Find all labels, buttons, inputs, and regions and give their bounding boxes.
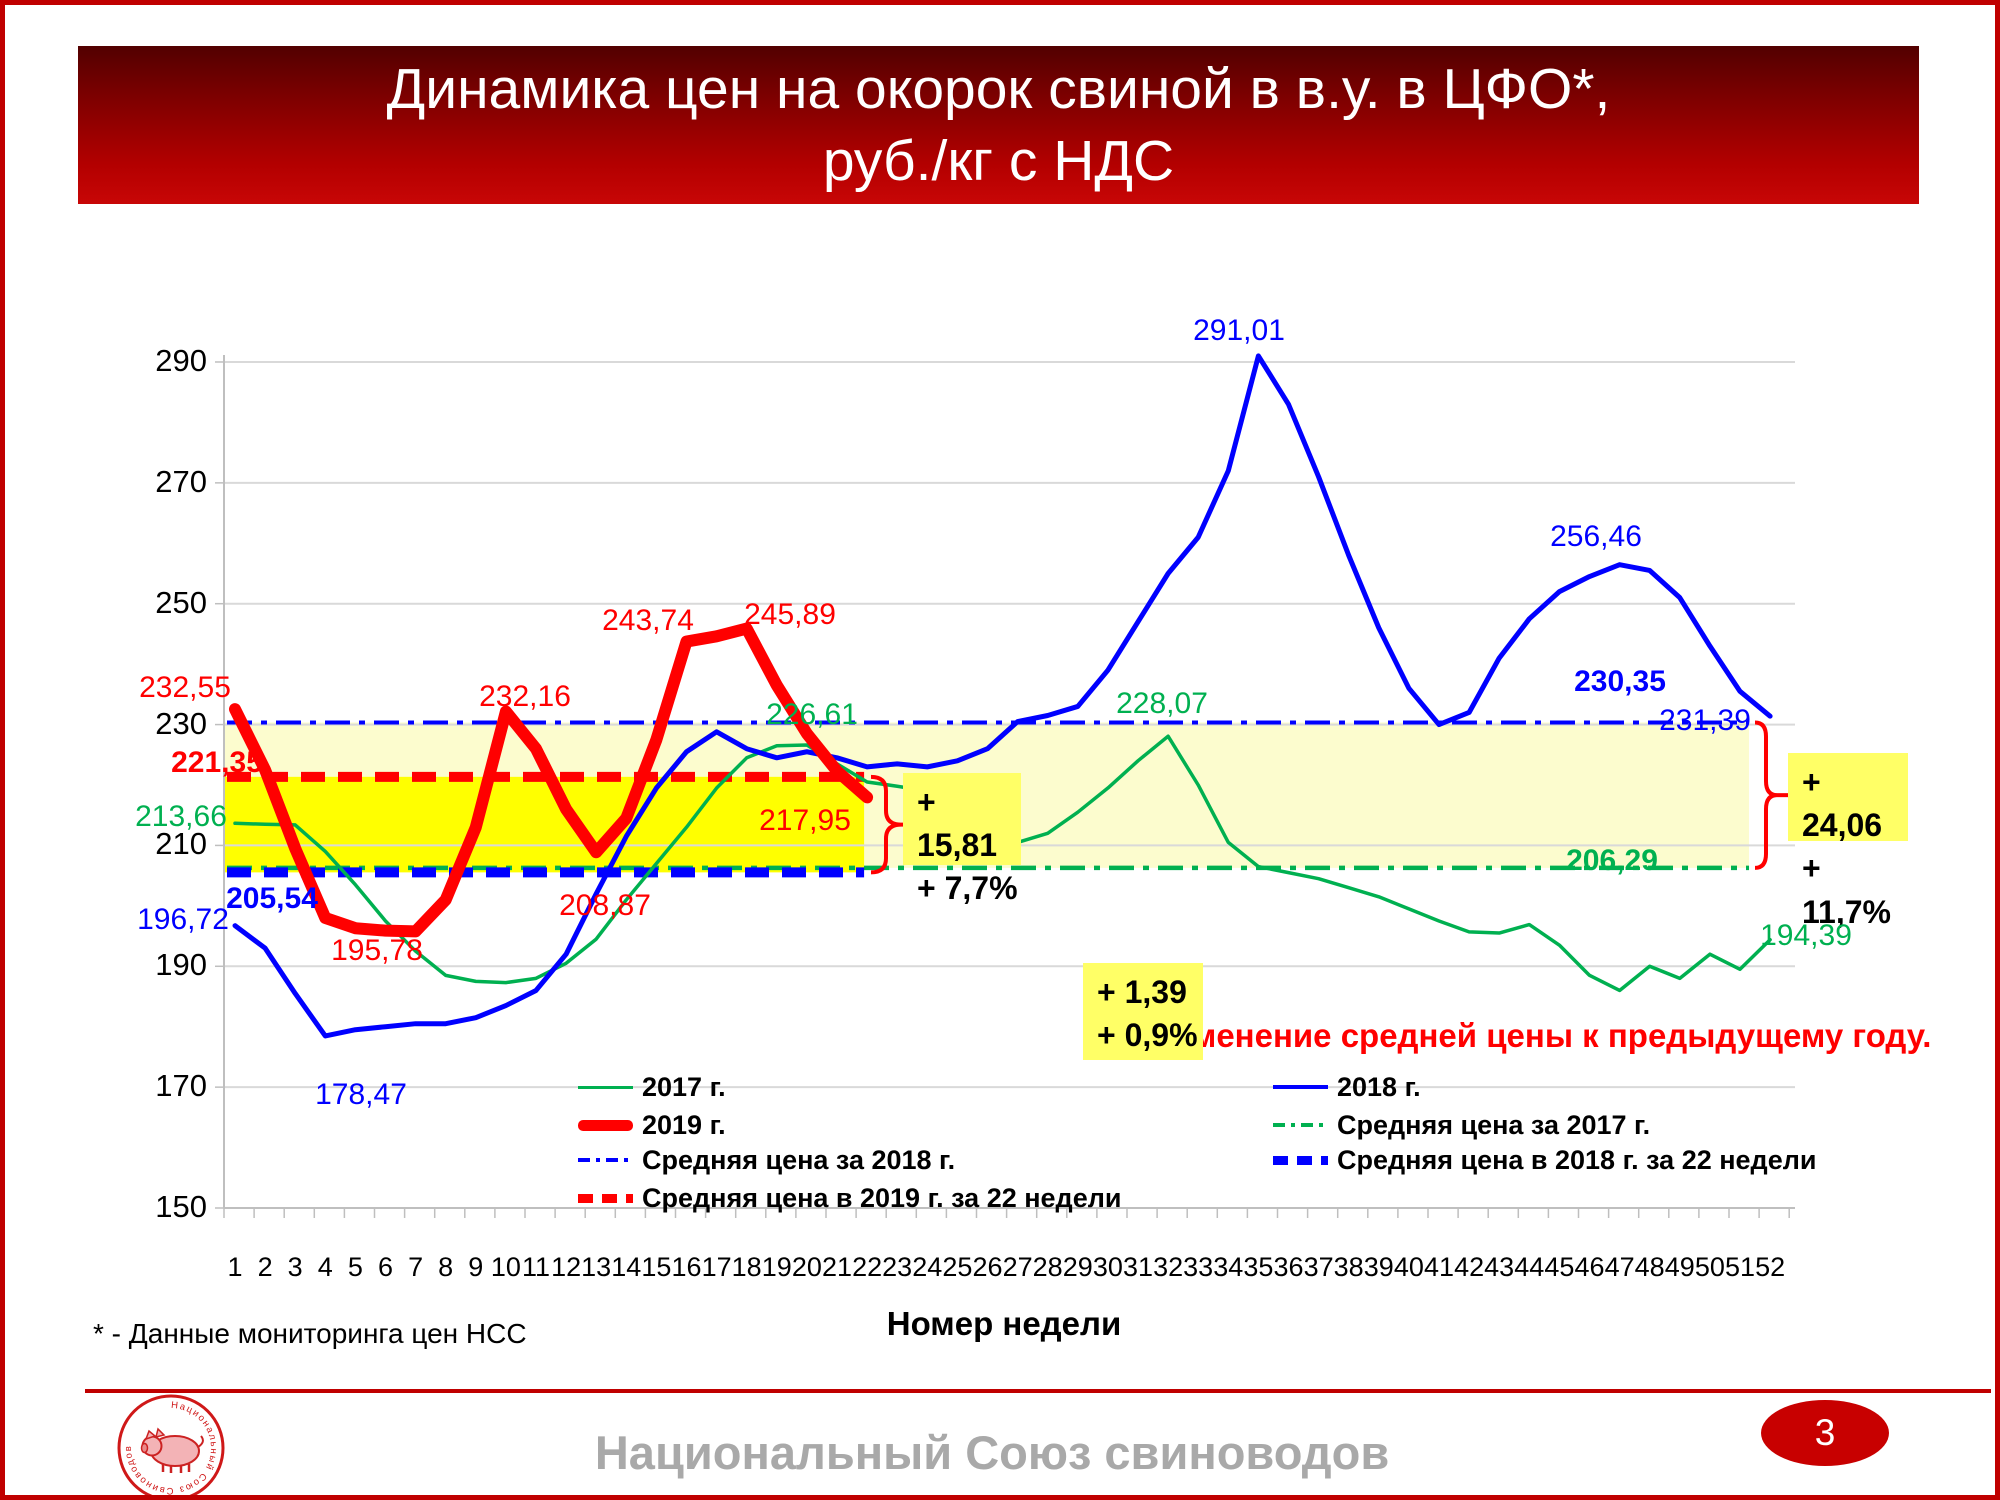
- series-line-2019 г.: [229, 622, 874, 938]
- slide-header: Динамика цен на окорок свиной в в.у. в Ц…: [78, 46, 1919, 204]
- footnote: * - Данные мониторинга цен НСС: [93, 1318, 527, 1349]
- page-title-line1: Динамика цен на окорок свиной в в.у. в Ц…: [386, 57, 1611, 121]
- page-number: 3: [1814, 1412, 1836, 1453]
- page-title-line2: руб./кг с НДС: [822, 128, 1175, 193]
- footer-divider: [85, 1389, 1991, 1393]
- band-avg-range-2019-vs-2018-22wk: [224, 776, 865, 873]
- series-line-2018 г.: [232, 353, 1773, 1039]
- pig-icon: [140, 1427, 204, 1473]
- page-number-badge: 3: [1761, 1400, 1889, 1466]
- price-chart: [215, 353, 1795, 1218]
- org-name: Национальный Союз свиноводов: [594, 1426, 1390, 1479]
- pig-union-logo-icon: Национальный Союз Свиноводов: [117, 1394, 225, 1495]
